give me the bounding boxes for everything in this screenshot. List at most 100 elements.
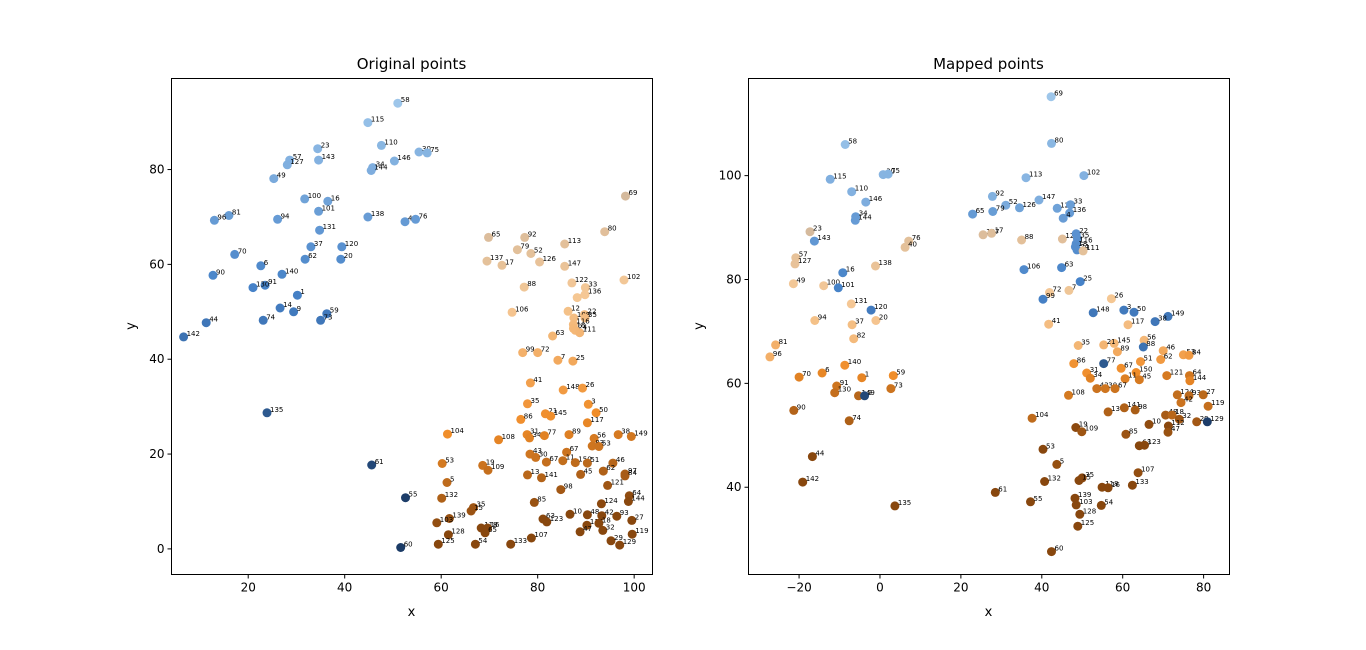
data-point — [537, 473, 546, 483]
data-point — [516, 414, 526, 424]
data-point — [594, 442, 604, 451]
point-label: 49 — [796, 277, 805, 285]
data-point — [1099, 340, 1109, 350]
data-point — [886, 384, 896, 394]
point-label: 136 — [1073, 206, 1087, 214]
data-point — [1069, 359, 1079, 369]
point-label: 117 — [1131, 318, 1144, 326]
point-label: 18 — [602, 516, 611, 524]
data-point — [512, 245, 522, 255]
data-point — [520, 232, 530, 242]
point-label: 127 — [798, 257, 811, 265]
point-label: 123 — [1148, 438, 1161, 446]
point-label: 41 — [533, 376, 542, 384]
point-label: 77 — [1107, 357, 1116, 365]
point-label: 15 — [474, 504, 483, 512]
point-label: 35 — [588, 311, 597, 319]
point-label: 121 — [611, 478, 624, 486]
point-label: 60 — [1055, 545, 1064, 553]
point-label: 35 — [1081, 339, 1090, 347]
point-label: 32 — [606, 523, 615, 531]
data-point — [569, 313, 579, 323]
point-label: 141 — [1127, 401, 1140, 409]
data-point — [1077, 427, 1087, 437]
subplot-original-points: Original points x y 58115110307523571271… — [124, 55, 653, 620]
data-point — [523, 399, 532, 409]
point-label: 124 — [604, 497, 618, 505]
data-point — [830, 388, 840, 398]
point-label: 54 — [1104, 498, 1113, 506]
point-label: 30 — [539, 450, 548, 458]
data-point — [807, 452, 817, 462]
point-label: 51 — [590, 456, 599, 464]
point-label: 149 — [634, 430, 647, 438]
point-label: 35 — [477, 501, 486, 509]
x-tick-label: 100 — [623, 581, 646, 595]
data-point — [282, 160, 292, 170]
data-point — [1163, 311, 1173, 321]
data-point — [1185, 376, 1195, 386]
point-label: 80 — [608, 225, 617, 233]
point-label: 64 — [632, 489, 641, 497]
data-point — [556, 485, 566, 495]
data-point — [575, 527, 585, 537]
data-point — [393, 98, 403, 108]
data-point — [443, 429, 452, 439]
point-label: 46 — [1166, 344, 1175, 352]
point-label: 45 — [584, 467, 593, 475]
data-point — [400, 217, 410, 227]
point-label: 106 — [1027, 263, 1041, 271]
data-point — [817, 368, 827, 378]
data-point — [598, 525, 608, 535]
point-label: 91 — [268, 278, 277, 286]
data-point — [1038, 444, 1048, 454]
point-label: 73 — [324, 313, 333, 321]
point-label: 62 — [1164, 353, 1173, 361]
data-point — [484, 232, 493, 242]
point-label: 93 — [1192, 389, 1201, 397]
point-label: 93 — [620, 509, 629, 517]
point-label: 24 — [578, 323, 587, 331]
data-point — [1074, 476, 1084, 485]
point-label: 69 — [1054, 90, 1063, 98]
point-label: 44 — [815, 450, 824, 458]
point-label: 56 — [1147, 333, 1156, 341]
data-point — [560, 239, 570, 249]
point-label: 67 — [549, 455, 558, 463]
point-label: 135 — [270, 406, 283, 414]
data-point — [1047, 547, 1056, 557]
data-point — [300, 254, 310, 264]
ticks-layer: −20 0 20 40 60 80 40 60 80 100 — [719, 169, 1212, 595]
point-label: 21 — [1107, 338, 1116, 346]
point-label: 140 — [848, 358, 861, 366]
data-point — [847, 187, 857, 197]
point-label: 54 — [478, 537, 487, 545]
point-label: 67 — [1118, 382, 1127, 390]
data-point — [1052, 203, 1062, 213]
point-label: 20 — [344, 252, 353, 260]
data-point — [606, 536, 616, 546]
point-label: 139 — [1078, 491, 1091, 499]
point-label: 115 — [833, 172, 846, 180]
point-label: 18 — [1175, 408, 1184, 416]
data-point — [794, 372, 804, 382]
data-point — [558, 385, 568, 395]
data-point — [810, 316, 820, 325]
data-point — [1156, 355, 1166, 364]
data-point — [621, 191, 630, 201]
point-label: 75 — [430, 146, 439, 154]
data-point — [825, 174, 835, 184]
point-label: 121 — [1170, 369, 1183, 377]
point-label: 20 — [879, 314, 888, 322]
point-label: 9 — [868, 389, 872, 397]
data-point — [1064, 390, 1073, 400]
point-label: 143 — [817, 234, 830, 242]
y-tick-label: 80 — [149, 163, 164, 177]
data-point — [1123, 320, 1133, 330]
point-label: 117 — [590, 416, 603, 424]
data-point — [1176, 398, 1186, 408]
point-label: 118 — [484, 521, 497, 529]
point-label: 65 — [976, 207, 985, 215]
point-label: 63 — [1065, 261, 1074, 269]
data-point — [1100, 384, 1110, 394]
